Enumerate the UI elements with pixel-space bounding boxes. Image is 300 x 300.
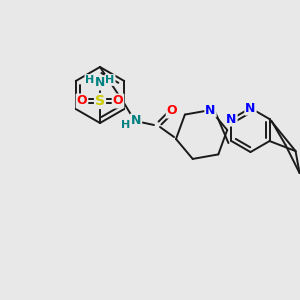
Text: N: N <box>226 112 237 126</box>
Text: O: O <box>167 104 177 118</box>
Text: S: S <box>95 94 105 108</box>
Text: N: N <box>95 76 105 89</box>
Text: H: H <box>105 75 115 85</box>
Text: H: H <box>85 75 94 85</box>
Text: H: H <box>122 120 130 130</box>
Text: O: O <box>113 94 123 107</box>
Text: O: O <box>77 94 87 107</box>
Text: N: N <box>205 103 216 117</box>
Text: N: N <box>131 115 141 128</box>
Text: N: N <box>245 102 256 115</box>
